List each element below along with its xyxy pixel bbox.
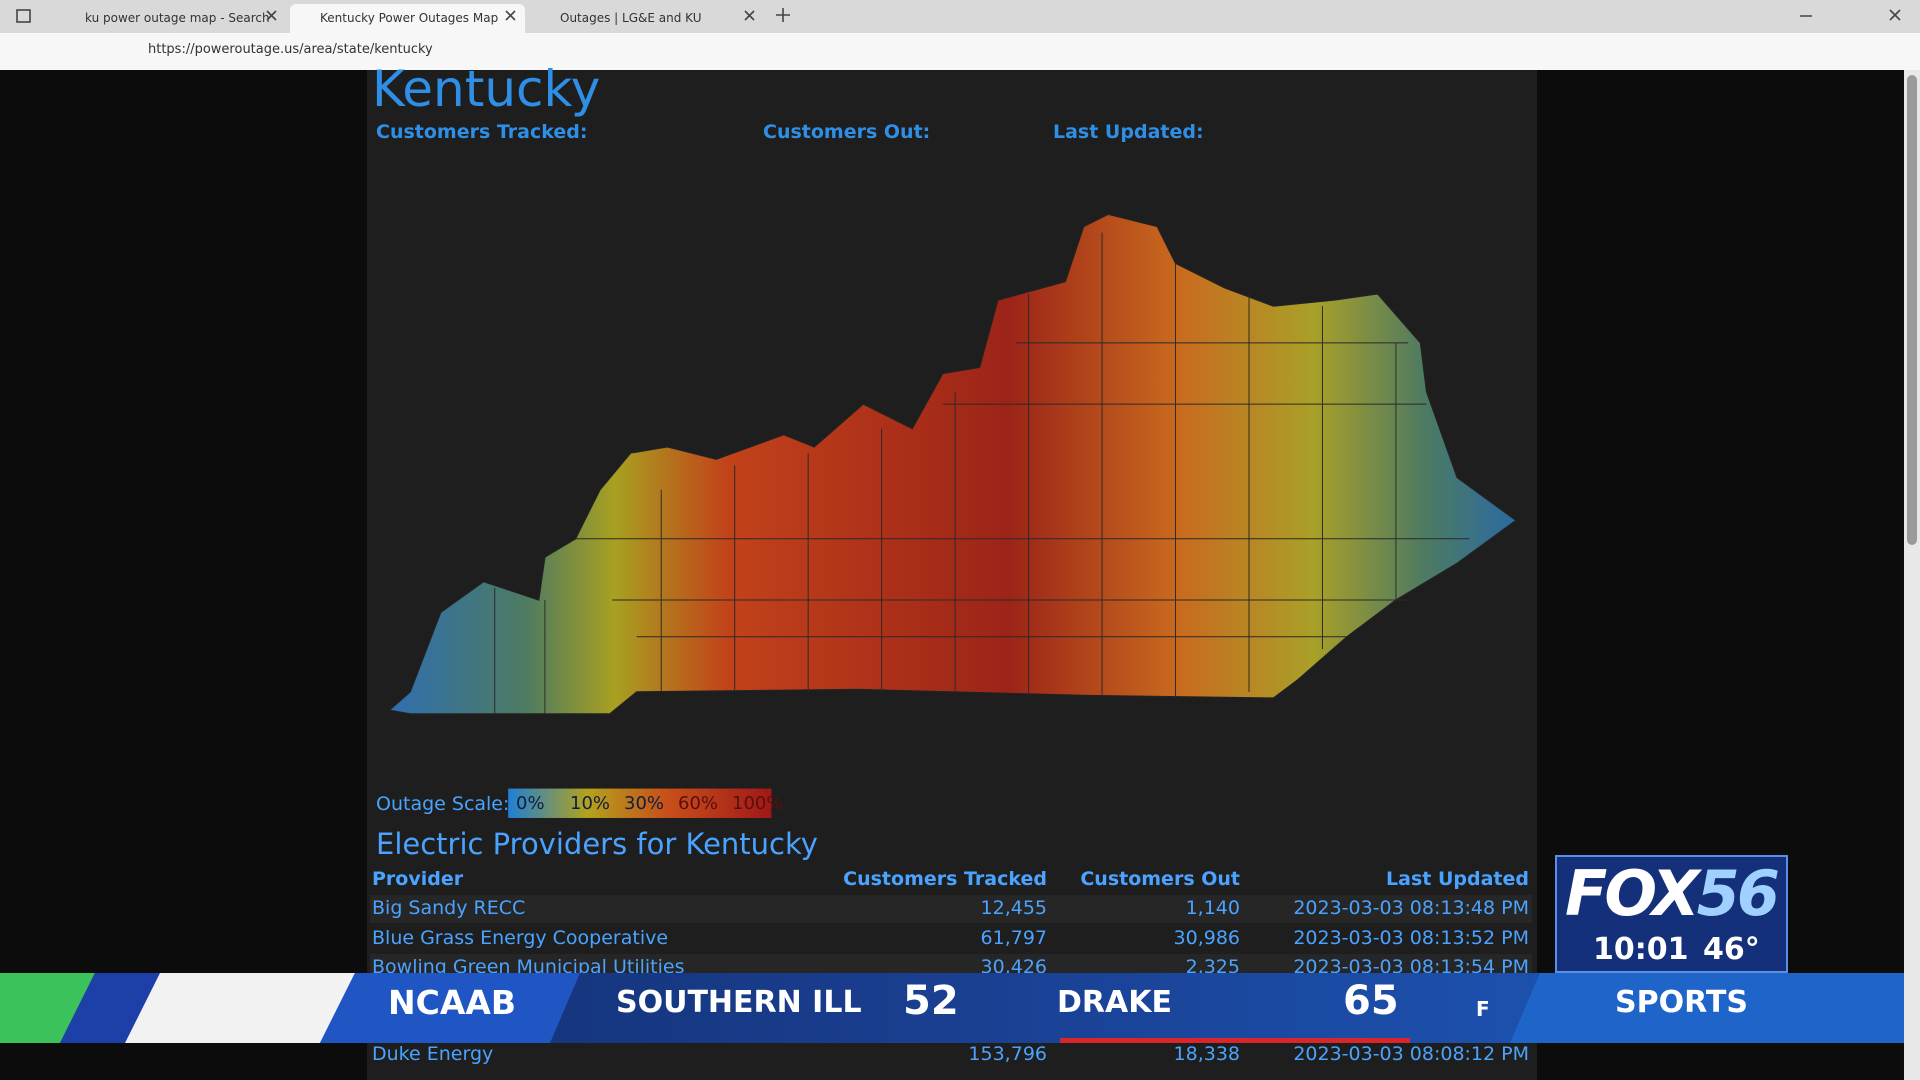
county-borders xyxy=(494,232,1470,714)
game-status: F xyxy=(1476,997,1490,1021)
stat-label: Customers Tracked: xyxy=(376,121,588,143)
ticker-bg xyxy=(0,973,1904,1043)
table-title: Electric Providers for Kentucky xyxy=(376,827,818,861)
tab[interactable]: Outages | LG&E and KU xyxy=(560,11,702,25)
sidebar-icon[interactable] xyxy=(16,9,31,23)
cell: 1,140 xyxy=(1185,897,1240,919)
scroll-thumb[interactable] xyxy=(1907,75,1917,545)
new-tab[interactable] xyxy=(776,8,790,22)
score: 65 xyxy=(1343,978,1399,1024)
league: NCAAB xyxy=(388,983,517,1022)
address-bar xyxy=(0,33,1920,70)
cell: Duke Energy xyxy=(372,1043,494,1065)
cell: 12,455 xyxy=(980,897,1047,919)
tab-active[interactable]: Kentucky Power Outages Map xyxy=(290,4,525,33)
cell: Big Sandy RECC xyxy=(372,897,526,919)
cell: 153,796 xyxy=(968,1043,1047,1065)
url[interactable]: https://poweroutage.us/area/state/kentuc… xyxy=(148,42,433,57)
temperature: 46° xyxy=(1703,932,1760,967)
tab-close[interactable] xyxy=(266,10,755,21)
column-header: Customers Out xyxy=(1080,868,1240,890)
column-header: Provider xyxy=(372,868,464,890)
scale-step: 60% xyxy=(678,793,719,814)
time: 10:01 xyxy=(1593,932,1689,967)
logo-word: FOX xyxy=(1565,857,1700,930)
logo-number: 56 xyxy=(1696,857,1780,930)
scale-step: 10% xyxy=(570,793,611,814)
section: SPORTS xyxy=(1615,985,1748,1020)
scale-step: 0% xyxy=(516,793,545,814)
cell: 2023-03-03 08:13:54 PM xyxy=(1293,956,1529,978)
cell: 30,986 xyxy=(1173,927,1240,949)
column-header: Last Updated xyxy=(1386,868,1529,890)
scale-bar xyxy=(508,788,772,818)
cell: 2023-03-03 08:08:12 PM xyxy=(1293,1043,1529,1065)
window-controls[interactable] xyxy=(1800,9,1901,21)
stat-label: Customers Out: xyxy=(763,121,931,143)
station-box xyxy=(1555,855,1788,973)
scale-step: 30% xyxy=(624,793,665,814)
row-stripe xyxy=(370,895,1532,923)
kentucky-shape xyxy=(388,213,1517,715)
stat-label: Last Updated: xyxy=(1053,121,1204,143)
cell: 30,426 xyxy=(980,956,1047,978)
station-logo: FOX56 xyxy=(1565,857,1780,930)
scale-label: Outage Scale: xyxy=(376,793,510,815)
scale-step: 100% xyxy=(732,793,784,814)
cell: Blue Grass Energy Cooperative xyxy=(372,927,669,949)
cell: 2,325 xyxy=(1185,956,1240,978)
page-title: Kentucky xyxy=(372,60,601,118)
cell: 61,797 xyxy=(980,927,1047,949)
cell: 2023-03-03 08:13:52 PM xyxy=(1293,927,1529,949)
cell: 2023-03-03 08:13:48 PM xyxy=(1293,897,1529,919)
column-header: Customers Tracked xyxy=(843,868,1047,890)
team: SOUTHERN ILL xyxy=(616,985,862,1020)
score: 52 xyxy=(903,978,959,1024)
team: DRAKE xyxy=(1057,985,1172,1020)
cell: Bowling Green Municipal Utilities xyxy=(372,956,685,978)
tab[interactable]: ku power outage map - Search xyxy=(85,11,270,25)
cell: 18,338 xyxy=(1173,1043,1240,1065)
